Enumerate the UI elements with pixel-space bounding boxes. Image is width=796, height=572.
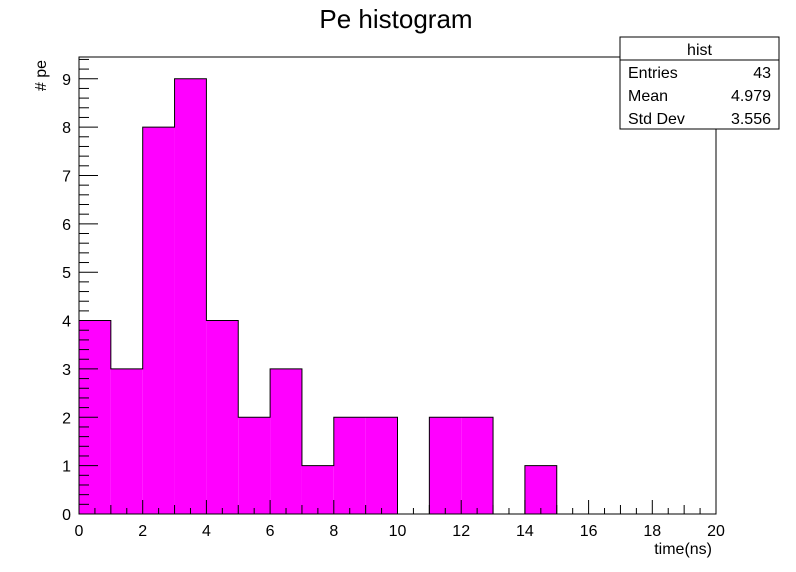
x-tick-label: 2 xyxy=(138,523,147,540)
x-tick-label: 10 xyxy=(389,523,407,540)
stats-box-frame xyxy=(619,36,780,130)
stats-stddev-label: Std Dev xyxy=(628,111,685,128)
y-tick-label: 5 xyxy=(62,265,71,282)
stats-stddev-value: 3.556 xyxy=(731,111,771,128)
histogram-outline xyxy=(78,78,716,515)
y-axis: 0 1 2 3 4 5 6 7 8 9 xyxy=(62,58,98,524)
y-tick-label: 9 xyxy=(62,72,71,89)
histogram-bar xyxy=(524,465,557,514)
histogram-bar xyxy=(301,465,334,514)
histogram-bar xyxy=(174,78,207,514)
histogram-bar xyxy=(333,417,366,514)
histogram-bar xyxy=(110,368,143,514)
x-tick-label: 8 xyxy=(329,523,338,540)
bars-group xyxy=(78,78,716,515)
stats-mean-label: Mean xyxy=(628,88,668,105)
x-tick-label: 18 xyxy=(643,523,661,540)
y-tick-label: 0 xyxy=(62,507,71,524)
histogram-bar xyxy=(270,368,302,514)
x-tick-label: 14 xyxy=(516,523,534,540)
y-axis-label: # pe xyxy=(33,60,50,91)
y-tick-label: 4 xyxy=(62,314,71,331)
plot-frame xyxy=(78,56,717,515)
stats-mean-value: 4.979 xyxy=(731,88,771,105)
histogram-bar xyxy=(365,417,398,514)
x-tick-label: 0 xyxy=(75,523,84,540)
x-tick-label: 16 xyxy=(580,523,598,540)
x-tick-label: 12 xyxy=(452,523,470,540)
x-tick-label: 20 xyxy=(707,523,725,540)
histogram-bar xyxy=(461,417,494,514)
y-tick-label: 7 xyxy=(62,168,71,185)
histogram-bar xyxy=(142,127,175,514)
y-tick-label: 8 xyxy=(62,120,71,137)
stats-entries-value: 43 xyxy=(753,65,771,82)
stats-entries-label: Entries xyxy=(628,65,678,82)
x-axis-label: time(ns) xyxy=(654,541,712,558)
histogram-bar xyxy=(206,320,239,514)
stats-title: hist xyxy=(687,42,712,59)
y-tick-label: 3 xyxy=(62,362,71,379)
stats-box: hist Entries 43 Mean 4.979 Std Dev 3.556 xyxy=(619,36,780,130)
y-tick-label: 6 xyxy=(62,217,71,234)
x-tick-label: 6 xyxy=(266,523,275,540)
y-tick-label: 1 xyxy=(62,459,71,476)
histogram-bar xyxy=(429,417,462,514)
x-tick-label: 4 xyxy=(202,523,211,540)
histogram-bar xyxy=(238,417,271,514)
x-axis: 0 2 4 6 8 10 12 14 16 18 20 xyxy=(75,500,725,540)
y-tick-label: 2 xyxy=(62,410,71,427)
chart-title: Pe histogram xyxy=(319,4,472,34)
